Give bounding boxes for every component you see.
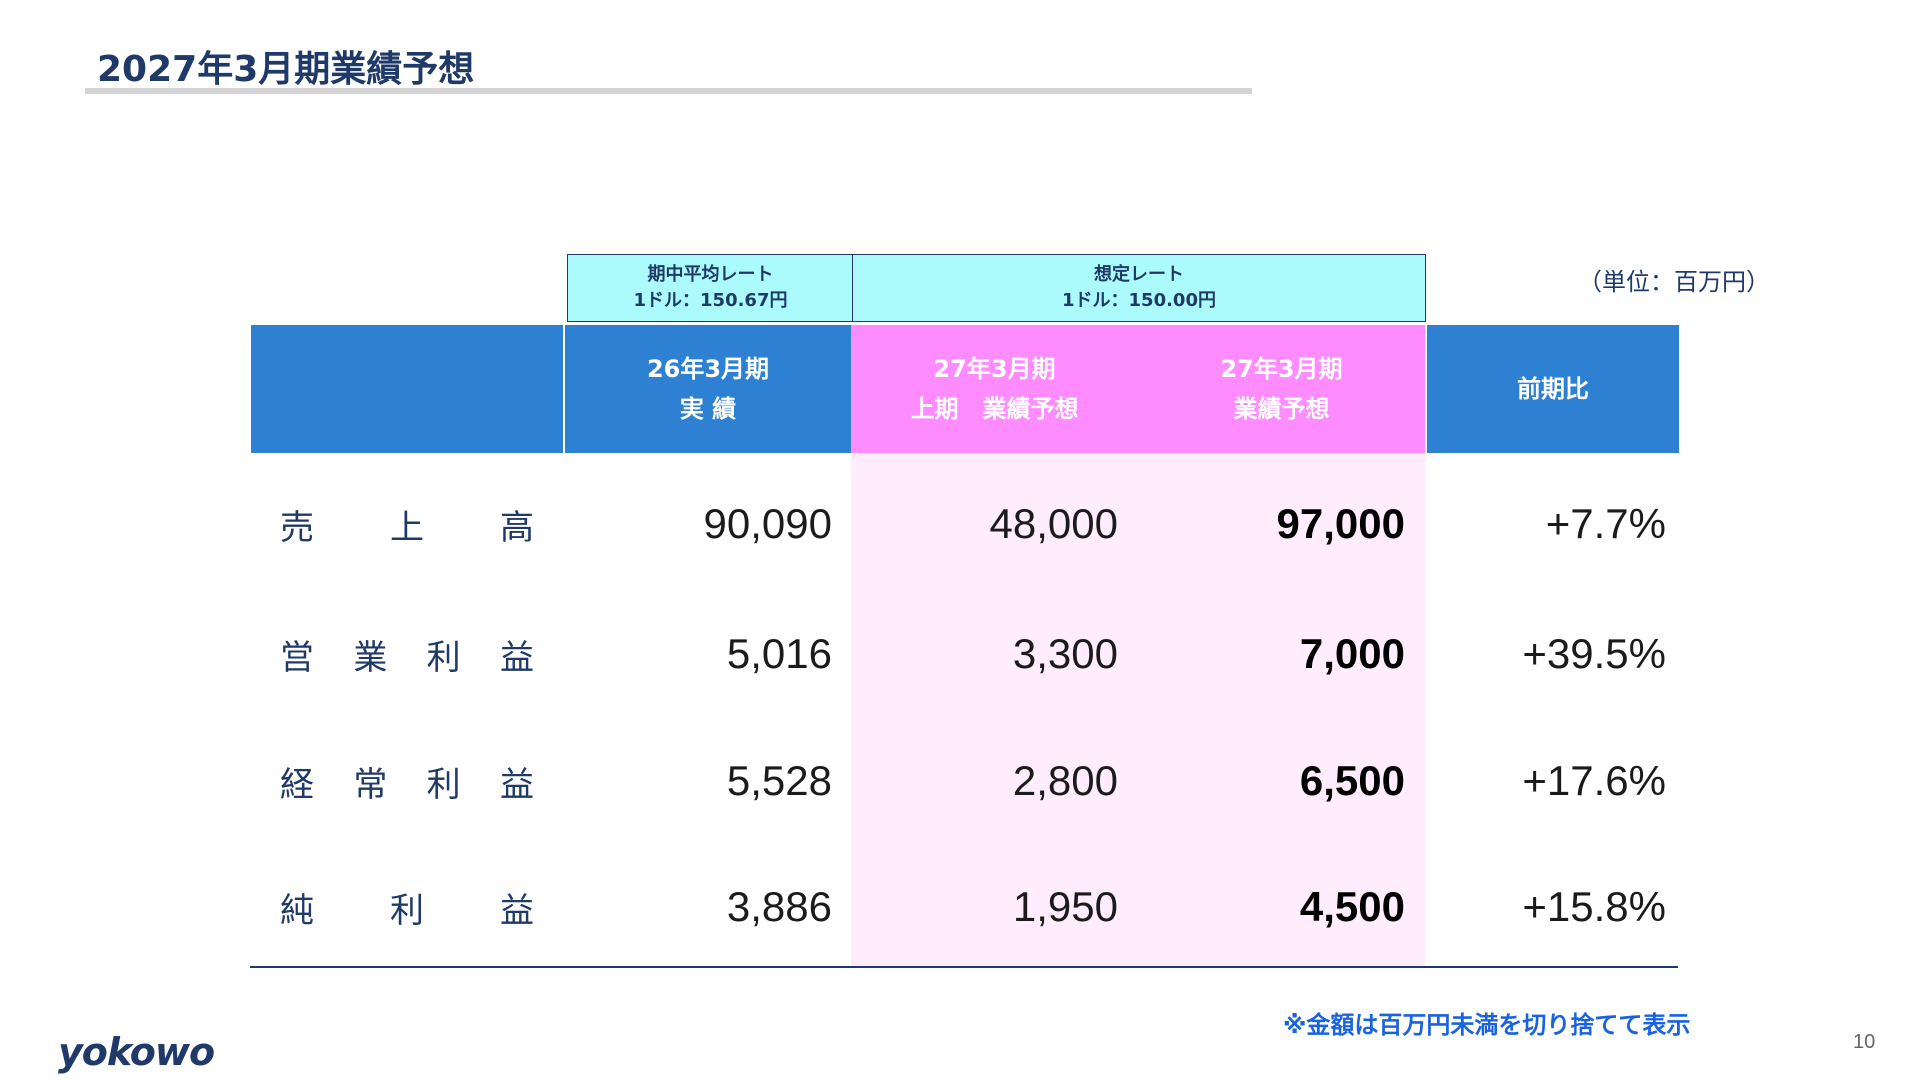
forecast-column-background bbox=[851, 453, 1425, 968]
header-fy27-line1: 27年3月期 bbox=[1220, 355, 1343, 383]
cell-fy27-net-sales: 97,000 bbox=[1276, 500, 1405, 547]
header-fy27-forecast: 27年3月期 業績予想 bbox=[1138, 325, 1425, 453]
table-bottom-rule bbox=[250, 966, 1678, 968]
row-label-net-income: 純 利 益 bbox=[280, 877, 534, 937]
row-label-char: 高 bbox=[500, 507, 534, 548]
row-label-char: 利 bbox=[426, 764, 461, 805]
cell-fy27-operating-profit: 7,000 bbox=[1299, 630, 1405, 677]
header-blank bbox=[251, 325, 563, 453]
header-h1-line2: 上期 業績予想 bbox=[910, 395, 1079, 423]
cell-fy27-ordinary-profit: 6,500 bbox=[1299, 757, 1405, 804]
header-fy27-line2: 業績予想 bbox=[1233, 395, 1330, 423]
cell-fy27-net-income: 4,500 bbox=[1299, 883, 1405, 930]
cell-h1-operating-profit: 3,300 bbox=[1012, 630, 1118, 677]
footnote: ※金額は百万円未満を切り捨てて表示 bbox=[1283, 1011, 1691, 1039]
actual-rate-title: 期中平均レート bbox=[647, 264, 774, 285]
row-label-char: 利 bbox=[426, 637, 461, 678]
header-fy26-actual: 26年3月期 実 績 bbox=[565, 325, 851, 453]
row-label-char: 営 bbox=[280, 637, 314, 678]
cell-h1-net-income: 1,950 bbox=[1012, 883, 1118, 930]
cell-yoy-ordinary-profit: +17.6% bbox=[1522, 757, 1666, 804]
page-title: 2027年3月期業績予想 bbox=[97, 49, 475, 90]
cell-yoy-operating-profit: +39.5% bbox=[1522, 630, 1666, 677]
cell-yoy-net-income: +15.8% bbox=[1522, 883, 1666, 930]
header-h1-line1: 27年3月期 bbox=[933, 355, 1056, 383]
cell-fy26-net-income: 3,886 bbox=[726, 883, 832, 930]
row-label-char: 常 bbox=[353, 764, 388, 805]
header-fy26-line2: 実 績 bbox=[679, 395, 737, 423]
row-label-char: 上 bbox=[390, 507, 424, 548]
row-label-char: 純 bbox=[280, 890, 314, 931]
header-fy26-line1: 26年3月期 bbox=[646, 355, 770, 383]
cell-fy26-net-sales: 90,090 bbox=[703, 500, 832, 547]
row-label-operating-profit: 営 業 利 益 bbox=[280, 624, 534, 684]
unit-label: （単位：百万円） bbox=[1578, 268, 1770, 296]
cell-fy26-operating-profit: 5,016 bbox=[726, 630, 832, 677]
row-label-char: 益 bbox=[500, 890, 534, 931]
cell-h1-ordinary-profit: 2,800 bbox=[1012, 757, 1118, 804]
row-label-ordinary-profit: 経 常 利 益 bbox=[280, 751, 534, 811]
title-underline bbox=[85, 88, 1252, 94]
assumed-rate-title: 想定レート bbox=[1094, 264, 1184, 285]
assumed-rate-box: 想定レート 1ドル：150.00円 bbox=[852, 254, 1426, 322]
assumed-rate-value: 1ドル：150.00円 bbox=[1062, 290, 1216, 311]
cell-yoy-net-sales: +7.7% bbox=[1545, 500, 1666, 547]
actual-rate-value: 1ドル：150.67円 bbox=[633, 290, 788, 311]
row-label-char: 益 bbox=[499, 637, 534, 678]
company-logo: yokowo bbox=[58, 1030, 215, 1074]
actual-rate-box: 期中平均レート 1ドル：150.67円 bbox=[567, 254, 854, 322]
row-label-char: 売 bbox=[280, 507, 314, 548]
row-label-char: 利 bbox=[390, 890, 424, 931]
header-h1-forecast: 27年3月期 上期 業績予想 bbox=[851, 325, 1138, 453]
row-label-char: 業 bbox=[353, 637, 388, 678]
header-yoy-label: 前期比 bbox=[1517, 375, 1589, 403]
page-number: 10 bbox=[1853, 1031, 1876, 1053]
row-label-char: 益 bbox=[499, 764, 534, 805]
row-label-char: 経 bbox=[280, 764, 314, 805]
header-yoy: 前期比 bbox=[1427, 325, 1679, 453]
cell-h1-net-sales: 48,000 bbox=[989, 500, 1118, 547]
cell-fy26-ordinary-profit: 5,528 bbox=[726, 757, 832, 804]
row-label-net-sales: 売 上 高 bbox=[280, 494, 534, 554]
